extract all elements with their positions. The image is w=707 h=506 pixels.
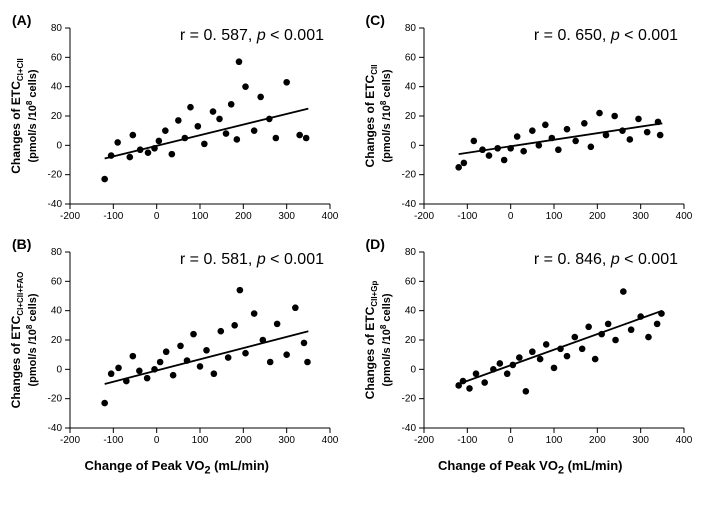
svg-text:100: 100 bbox=[192, 435, 209, 446]
data-points bbox=[455, 110, 663, 171]
svg-text:-200: -200 bbox=[413, 211, 433, 222]
scatter-plot-D: -200-1000100200300400-40-20020406080r = … bbox=[362, 236, 692, 456]
svg-text:80: 80 bbox=[51, 247, 63, 258]
svg-text:-40: -40 bbox=[401, 423, 416, 434]
svg-text:0: 0 bbox=[507, 435, 513, 446]
svg-text:200: 200 bbox=[588, 211, 605, 222]
data-points bbox=[101, 58, 309, 182]
svg-text:Changes of ETCCI+CII+FAO: Changes of ETCCI+CII+FAO bbox=[9, 272, 25, 409]
svg-text:200: 200 bbox=[235, 211, 252, 222]
svg-text:0: 0 bbox=[56, 364, 62, 375]
svg-text:(pmol/s /108 cells): (pmol/s /108 cells) bbox=[379, 293, 393, 386]
svg-text:20: 20 bbox=[51, 335, 63, 346]
correlation-stat: r = 0. 581, p < 0.001 bbox=[180, 251, 324, 268]
svg-text:0: 0 bbox=[154, 435, 160, 446]
svg-text:-200: -200 bbox=[60, 211, 80, 222]
svg-text:60: 60 bbox=[404, 276, 416, 287]
svg-text:60: 60 bbox=[404, 52, 416, 63]
scatter-plot-A: -200-1000100200300400-40-20020406080r = … bbox=[8, 12, 338, 232]
scatter-plot-B: -200-1000100200300400-40-20020406080r = … bbox=[8, 236, 338, 456]
svg-text:80: 80 bbox=[51, 23, 63, 34]
svg-text:80: 80 bbox=[404, 23, 416, 34]
panel-B: (B)-200-1000100200300400-40-20020406080r… bbox=[8, 236, 346, 456]
svg-text:-100: -100 bbox=[103, 211, 123, 222]
svg-text:300: 300 bbox=[278, 435, 295, 446]
svg-text:400: 400 bbox=[322, 211, 338, 222]
svg-text:60: 60 bbox=[51, 52, 63, 63]
svg-text:-100: -100 bbox=[457, 211, 477, 222]
svg-text:0: 0 bbox=[154, 211, 160, 222]
svg-text:-200: -200 bbox=[60, 435, 80, 446]
svg-text:400: 400 bbox=[322, 435, 338, 446]
svg-text:40: 40 bbox=[404, 306, 416, 317]
panel-label-B: (B) bbox=[12, 236, 31, 252]
panel-label-A: (A) bbox=[12, 12, 31, 28]
svg-text:60: 60 bbox=[51, 276, 63, 287]
correlation-stat: r = 0. 587, p < 0.001 bbox=[180, 27, 324, 44]
svg-text:40: 40 bbox=[404, 82, 416, 93]
x-axis-label-right: Change of Peak VO2 (mL/min) bbox=[362, 458, 700, 477]
data-points bbox=[101, 287, 310, 407]
svg-text:-40: -40 bbox=[48, 199, 63, 210]
svg-text:300: 300 bbox=[632, 211, 649, 222]
svg-text:40: 40 bbox=[51, 82, 63, 93]
svg-text:0: 0 bbox=[56, 140, 62, 151]
svg-text:0: 0 bbox=[410, 364, 416, 375]
y-axis-label: Changes of ETCCI+CII+FAO(pmol/s /108 cel… bbox=[9, 272, 39, 409]
svg-text:300: 300 bbox=[632, 435, 649, 446]
svg-text:80: 80 bbox=[404, 247, 416, 258]
svg-text:-200: -200 bbox=[413, 435, 433, 446]
svg-text:200: 200 bbox=[588, 435, 605, 446]
svg-text:20: 20 bbox=[404, 335, 416, 346]
svg-text:20: 20 bbox=[404, 111, 416, 122]
svg-text:-100: -100 bbox=[457, 435, 477, 446]
svg-text:400: 400 bbox=[675, 435, 691, 446]
svg-text:0: 0 bbox=[410, 140, 416, 151]
svg-text:-40: -40 bbox=[48, 423, 63, 434]
svg-text:40: 40 bbox=[51, 306, 63, 317]
svg-text:-20: -20 bbox=[401, 170, 416, 181]
panel-D: (D)-200-1000100200300400-40-20020406080r… bbox=[362, 236, 700, 456]
svg-text:Changes of ETCCII+Gp: Changes of ETCCII+Gp bbox=[363, 281, 379, 400]
svg-text:200: 200 bbox=[235, 435, 252, 446]
svg-text:-40: -40 bbox=[401, 199, 416, 210]
data-points bbox=[455, 288, 664, 394]
svg-text:20: 20 bbox=[51, 111, 63, 122]
regression-line bbox=[458, 311, 662, 384]
svg-text:100: 100 bbox=[192, 211, 209, 222]
panel-C: (C)-200-1000100200300400-40-20020406080r… bbox=[362, 12, 700, 232]
svg-text:-20: -20 bbox=[401, 394, 416, 405]
svg-text:300: 300 bbox=[278, 211, 295, 222]
panel-label-C: (C) bbox=[366, 12, 385, 28]
panel-A: (A)-200-1000100200300400-40-20020406080r… bbox=[8, 12, 346, 232]
svg-text:-20: -20 bbox=[48, 394, 63, 405]
svg-text:Changes of ETCCII: Changes of ETCCII bbox=[363, 65, 379, 168]
svg-text:0: 0 bbox=[507, 211, 513, 222]
y-axis-label: Changes of ETCCII+Gp(pmol/s /108 cells) bbox=[363, 281, 393, 400]
svg-text:-100: -100 bbox=[103, 435, 123, 446]
scatter-plot-C: -200-1000100200300400-40-20020406080r = … bbox=[362, 12, 692, 232]
svg-text:400: 400 bbox=[675, 211, 691, 222]
svg-text:100: 100 bbox=[545, 211, 562, 222]
y-axis-label: Changes of ETCCI+CII(pmol/s /108 cells) bbox=[9, 58, 39, 174]
svg-text:(pmol/s /108 cells): (pmol/s /108 cells) bbox=[379, 69, 393, 162]
svg-text:(pmol/s /108 cells): (pmol/s /108 cells) bbox=[25, 69, 39, 162]
y-axis-label: Changes of ETCCII(pmol/s /108 cells) bbox=[363, 65, 393, 168]
svg-text:Changes of ETCCI+CII: Changes of ETCCI+CII bbox=[9, 58, 25, 174]
svg-text:100: 100 bbox=[545, 435, 562, 446]
correlation-stat: r = 0. 650, p < 0.001 bbox=[533, 27, 677, 44]
svg-text:(pmol/s /108 cells): (pmol/s /108 cells) bbox=[25, 293, 39, 386]
correlation-stat: r = 0. 846, p < 0.001 bbox=[533, 251, 677, 268]
x-axis-label-left: Change of Peak VO2 (mL/min) bbox=[8, 458, 346, 477]
svg-text:-20: -20 bbox=[48, 170, 63, 181]
panel-label-D: (D) bbox=[366, 236, 385, 252]
